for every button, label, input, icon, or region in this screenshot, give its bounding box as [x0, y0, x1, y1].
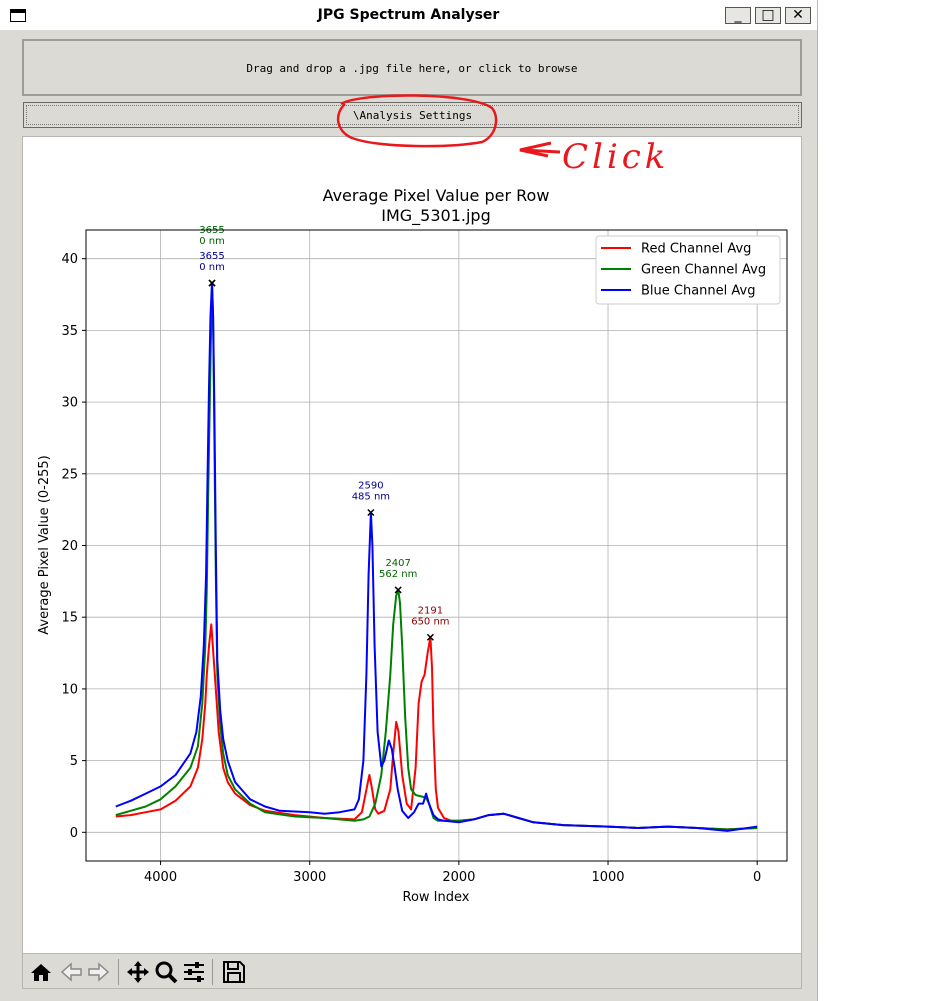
- series-line-blue: [115, 282, 758, 832]
- peak-nm-label: 650 nm: [411, 616, 449, 627]
- peak-row-label: 2590: [358, 481, 383, 492]
- back-arrow-icon[interactable]: [58, 959, 84, 985]
- toolbar-separator: [118, 959, 119, 985]
- plot-frame: [85, 229, 788, 862]
- peak-row-label: 3655: [199, 225, 224, 236]
- legend-label: Blue Channel Avg: [641, 284, 755, 299]
- annotation-text: Click: [562, 137, 669, 177]
- y-tick-label: 5: [70, 754, 78, 769]
- x-axis-label: Row Index: [403, 890, 470, 905]
- x-tick-label: 0: [753, 870, 761, 885]
- legend-label: Red Channel Avg: [641, 242, 751, 257]
- maximize-button[interactable]: □: [755, 7, 781, 24]
- y-tick-label: 10: [61, 682, 78, 697]
- peak-row-label: 2191: [418, 605, 443, 616]
- annotation-arrow-shaft: [521, 148, 561, 154]
- peak-nm-label: 0 nm: [199, 236, 225, 247]
- zoom-icon[interactable]: [153, 959, 179, 985]
- grid-lines: [86, 230, 787, 861]
- y-tick-label: 25: [61, 467, 78, 482]
- y-tick-label: 0: [70, 826, 78, 841]
- peak-marker: [367, 508, 375, 517]
- analysis-settings-button[interactable]: \Analysis Settings: [23, 102, 802, 128]
- pan-icon[interactable]: [125, 959, 151, 985]
- annotation-arrow-head: [519, 141, 552, 158]
- app-window: JPG Spectrum Analyser _ □ ✕ Drag and dro…: [0, 0, 818, 1001]
- y-tick-label: 40: [61, 252, 78, 267]
- peak-row-label: 3655: [199, 251, 224, 262]
- window-title: JPG Spectrum Analyser: [317, 7, 500, 23]
- y-tick-label: 20: [61, 539, 78, 554]
- peak-marker: [394, 586, 402, 594]
- peak-marker: [426, 633, 434, 641]
- y-tick-label: 30: [61, 396, 78, 411]
- x-tick-label: 3000: [293, 870, 326, 885]
- peak-nm-label: 562 nm: [379, 569, 417, 580]
- window-icon: [10, 9, 26, 22]
- x-axis-ticks: 4000 3000 2000 1000 0: [144, 861, 761, 885]
- plot-canvas[interactable]: Average Pixel Value per Row IMG_5301.jpg…: [22, 136, 802, 954]
- close-button[interactable]: ✕: [785, 7, 811, 24]
- chart-svg: Average Pixel Value per Row IMG_5301.jpg…: [37, 186, 788, 905]
- legend-box: [595, 235, 781, 305]
- y-tick-label: 35: [61, 324, 78, 339]
- peak-nm-label: 485 nm: [352, 492, 390, 503]
- legend-label: Green Channel Avg: [641, 263, 766, 278]
- plot-toolbar: [22, 954, 802, 989]
- minimize-button[interactable]: _: [725, 7, 751, 24]
- chart-title: Average Pixel Value per Row: [323, 186, 550, 205]
- chart-subtitle: IMG_5301.jpg: [381, 206, 490, 226]
- peak-nm-label: 0 nm: [199, 262, 225, 273]
- configure-subplots-icon[interactable]: [181, 959, 207, 985]
- toolbar-separator: [212, 959, 213, 985]
- chart-legend: Red Channel Avg Green Channel Avg Blue Cha…: [595, 235, 781, 305]
- y-axis-ticks: 0 5 10 15 20 25 30 35 40: [61, 252, 86, 841]
- y-axis-label: Average Pixel Value (0-255): [37, 455, 52, 634]
- x-tick-label: 1000: [591, 870, 624, 885]
- save-icon[interactable]: [221, 959, 247, 985]
- drop-zone-label: Drag and drop a .jpg file here, or click…: [246, 62, 578, 75]
- title-bar: JPG Spectrum Analyser _ □ ✕: [0, 0, 817, 30]
- x-tick-label: 4000: [144, 870, 177, 885]
- forward-arrow-icon[interactable]: [86, 959, 112, 985]
- peak-row-label: 2407: [385, 558, 410, 569]
- series-lines: [115, 282, 758, 832]
- home-icon[interactable]: [28, 959, 54, 985]
- annotation-circle: [336, 94, 498, 148]
- peak-marker: [208, 279, 216, 287]
- y-tick-label: 15: [61, 611, 78, 626]
- x-tick-label: 2000: [442, 870, 475, 885]
